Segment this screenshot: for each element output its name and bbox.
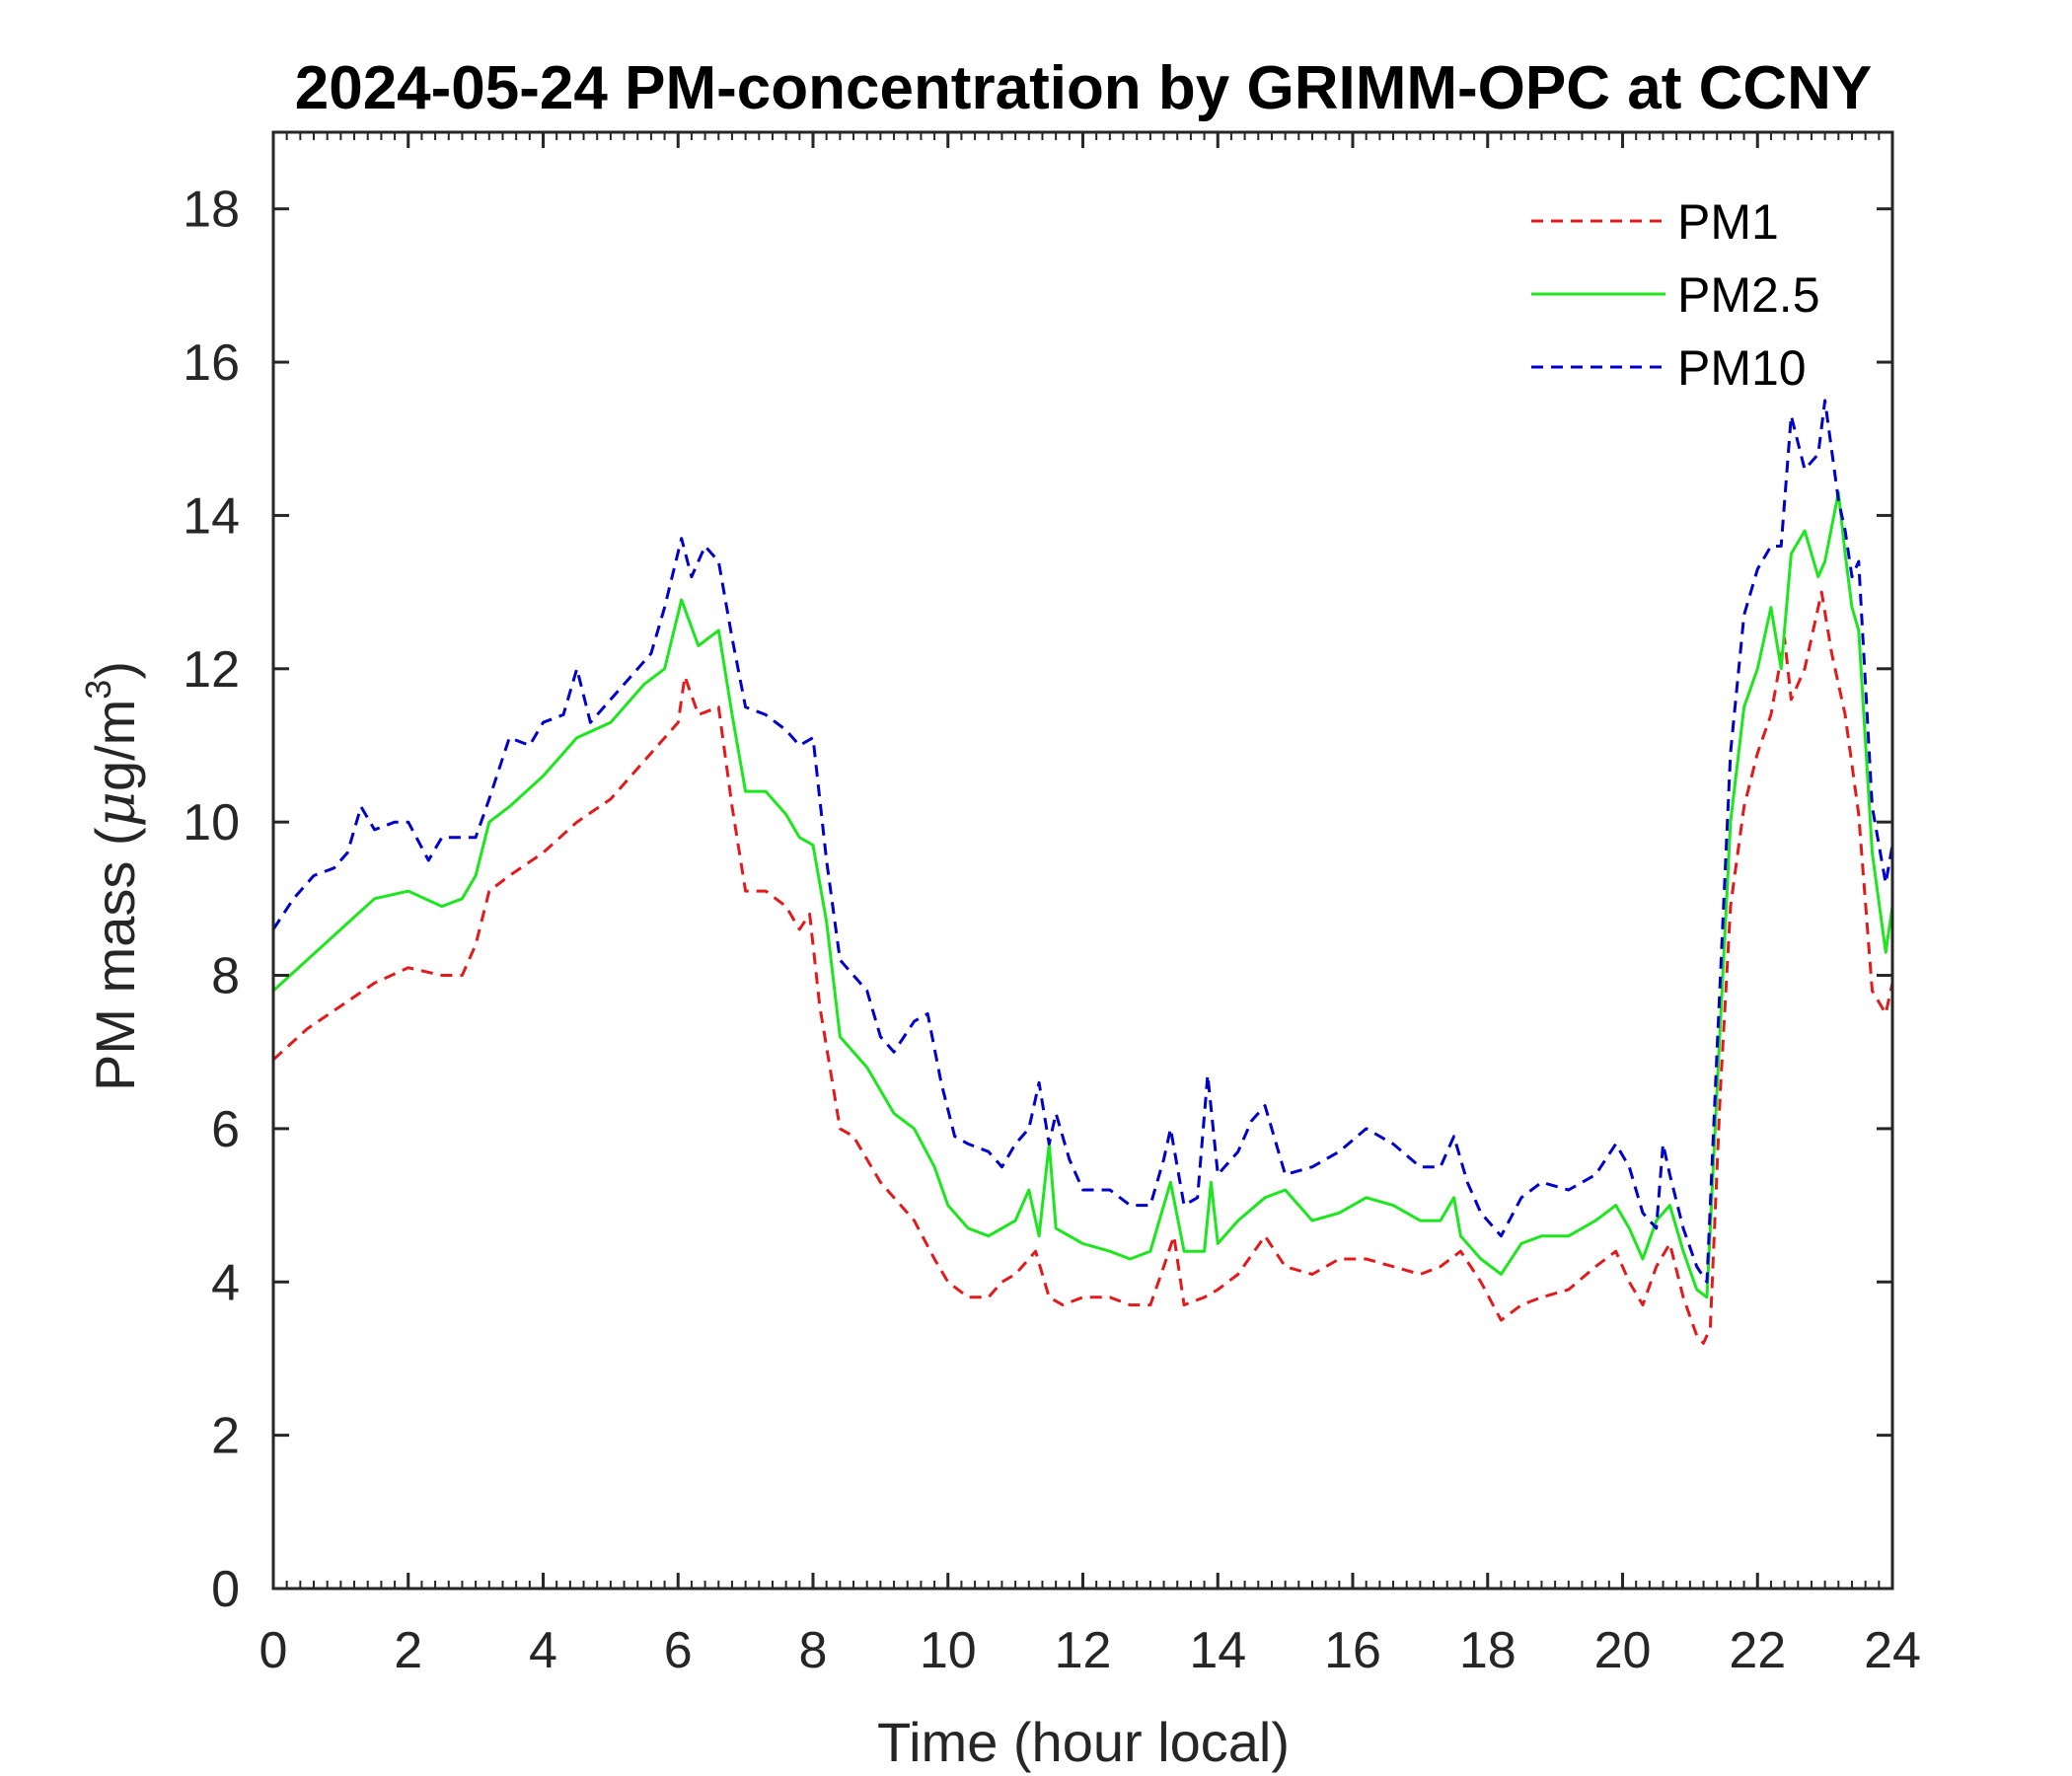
x-tick-label: 24 [1864,1622,1921,1679]
y-axis-label-superscript: 3 [78,680,118,700]
x-tick-label: 20 [1594,1622,1652,1679]
y-tick-label: 4 [211,1254,240,1311]
x-tick-label: 16 [1324,1622,1381,1679]
y-tick-label: 14 [183,487,240,545]
y-tick-label: 12 [183,641,240,699]
series-line-pm2-5 [271,490,1894,1299]
x-tick-label: 4 [529,1622,557,1679]
chart-title: 2024-05-24 PM-concentration by GRIMM-OPC… [295,54,1873,122]
x-tick-label: 0 [259,1622,288,1679]
y-axis-label: PM mass (μg/m3) [78,661,148,1091]
series-layer [271,399,1894,1345]
x-axis-label: Time (hour local) [877,1711,1290,1773]
y-axis-label-prefix: PM mass ( [84,827,146,1091]
legend-label-pm1: PM1 [1677,194,1779,250]
x-tick-label: 10 [920,1622,977,1679]
y-axis-label-suffix: ) [84,661,146,680]
y-tick-label: 2 [211,1408,240,1465]
y-tick-label: 18 [183,182,240,239]
axes-layer [271,130,1894,1591]
legend-label-pm2-5: PM2.5 [1677,267,1820,323]
y-axis-label-unit: g/m [84,700,146,791]
legend-label-pm10: PM10 [1677,340,1807,396]
series-line-pm10 [271,399,1894,1284]
x-tick-label: 8 [799,1622,828,1679]
y-tick-label: 0 [211,1561,240,1618]
x-tick-label: 18 [1459,1622,1517,1679]
y-tick-label: 6 [211,1101,240,1158]
legend: PM1 PM2.5 PM10 [1531,194,1820,396]
x-tick-label: 22 [1729,1622,1786,1679]
x-tick-label: 14 [1189,1622,1246,1679]
y-tick-label: 10 [183,794,240,851]
x-tick-label: 12 [1055,1622,1112,1679]
y-tick-label: 8 [211,948,240,1005]
x-tick-label: 2 [394,1622,422,1679]
y-tick-label: 16 [183,334,240,392]
series-line-pm1 [271,590,1894,1345]
x-tick-label: 6 [664,1622,693,1679]
y-axis-label-mu: μ [84,791,148,827]
